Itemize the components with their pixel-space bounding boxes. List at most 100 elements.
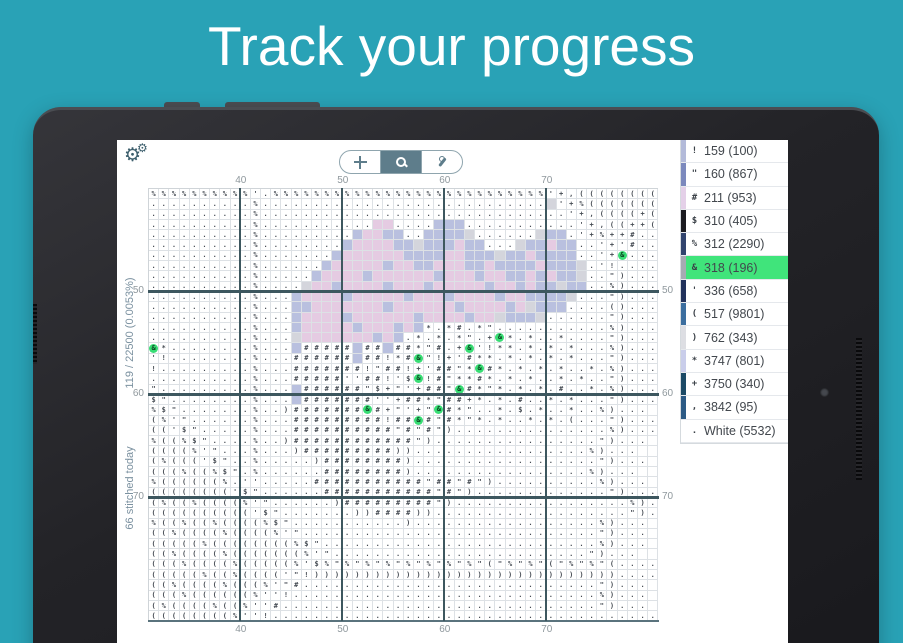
stitch-cell[interactable]: #	[291, 405, 302, 416]
stitch-cell[interactable]: .	[638, 271, 649, 282]
stitch-cell[interactable]: .	[587, 539, 598, 550]
stitch-cell[interactable]: #	[362, 456, 374, 468]
stitch-cell[interactable]: $	[312, 559, 323, 570]
stitch-cell[interactable]	[525, 312, 537, 323]
stitch-cell[interactable]: (	[250, 569, 262, 581]
stitch-cell[interactable]: .	[648, 425, 659, 437]
stitch-cell[interactable]: .	[587, 374, 598, 385]
stitch-cell[interactable]: .	[495, 549, 506, 560]
stitch-cell[interactable]: (	[210, 569, 221, 581]
stitch-cell[interactable]: (	[189, 590, 200, 601]
stitch-cell[interactable]: "	[464, 415, 475, 426]
stitch-cell[interactable]: .	[495, 477, 506, 488]
stitch-cell[interactable]: )	[638, 508, 649, 519]
stitch-cell[interactable]: .	[169, 291, 180, 303]
stitch-cell[interactable]: %	[271, 528, 282, 540]
stitch-cell[interactable]: .	[495, 353, 506, 365]
stitch-cell[interactable]: (	[250, 580, 262, 591]
stitch-cell[interactable]: "	[169, 405, 180, 416]
stitch-cell[interactable]: .	[495, 199, 506, 210]
stitch-cell[interactable]: '	[576, 219, 588, 231]
stitch-cell[interactable]: )	[485, 569, 496, 581]
stitch-cell[interactable]: .	[505, 230, 516, 241]
stitch-cell[interactable]: .	[495, 590, 506, 601]
stitch-cell[interactable]: .	[515, 477, 526, 488]
stitch-cell[interactable]: .	[240, 209, 251, 220]
stitch-cell[interactable]: (	[250, 518, 262, 529]
stitch-cell[interactable]: "	[556, 559, 567, 570]
stitch-cell[interactable]: #	[362, 394, 374, 406]
stitch-cell[interactable]: (	[261, 539, 272, 550]
stitch-cell[interactable]: #	[373, 343, 384, 354]
stitch-cell[interactable]: .	[505, 364, 516, 375]
stitch-cell[interactable]: .	[413, 209, 425, 220]
stitch-cell[interactable]: .	[169, 230, 180, 241]
stitch-cell[interactable]: #	[383, 456, 394, 468]
stitch-cell[interactable]: "	[424, 405, 435, 416]
stitch-cell[interactable]: .	[566, 456, 577, 468]
stitch-cell[interactable]	[495, 261, 506, 272]
stitch-cell[interactable]: .	[220, 261, 231, 272]
stitch-cell[interactable]: '	[393, 374, 404, 385]
stitch-cell[interactable]: .	[240, 364, 251, 375]
stitch-cell[interactable]: .	[464, 425, 475, 437]
stitch-cell[interactable]: (	[261, 549, 272, 560]
stitch-cell[interactable]: .	[587, 394, 598, 406]
stitch-cell[interactable]	[362, 333, 374, 344]
stitch-cell[interactable]	[342, 333, 353, 344]
stitch-cell[interactable]: .	[576, 333, 588, 344]
stitch-cell[interactable]: .	[291, 209, 302, 220]
stitch-cell[interactable]	[383, 322, 394, 334]
stitch-cell[interactable]: %	[627, 497, 638, 509]
stitch-cell[interactable]	[383, 250, 394, 262]
stitch-cell[interactable]: #	[373, 436, 384, 447]
stitch-cell[interactable]: (	[149, 539, 160, 550]
stitch-cell[interactable]: %	[352, 189, 363, 200]
stitch-cell[interactable]: #	[342, 353, 353, 365]
stitch-cell[interactable]: .	[210, 374, 221, 385]
stitch-cell[interactable]: %	[342, 559, 353, 570]
stitch-cell[interactable]: '	[250, 508, 262, 519]
stitch-cell[interactable]: .	[199, 364, 211, 375]
stitch-cell[interactable]: .	[179, 271, 190, 282]
stitch-cell[interactable]: (	[281, 549, 292, 560]
stitch-cell[interactable]: .	[403, 199, 414, 210]
stitch-cell[interactable]: '	[312, 549, 323, 560]
stitch-cell[interactable]: .	[505, 199, 516, 210]
stitch-cell[interactable]	[505, 312, 516, 323]
stitch-cell[interactable]: (	[648, 219, 659, 231]
stitch-cell[interactable]: .	[352, 219, 363, 231]
stitch-cell[interactable]: .	[627, 405, 638, 416]
stitch-cell[interactable]	[556, 240, 567, 251]
stitch-cell[interactable]: .	[322, 508, 333, 519]
stitch-cell[interactable]: #	[373, 456, 384, 468]
stitch-cell[interactable]: .	[240, 240, 251, 251]
stitch-cell[interactable]: .	[271, 271, 282, 282]
stitch-cell[interactable]: .	[261, 425, 272, 437]
stitch-cell[interactable]: )	[607, 600, 618, 612]
stitch-cell[interactable]: .	[210, 209, 221, 220]
stitch-cell[interactable]: .	[322, 580, 333, 591]
stitch-cell[interactable]: (	[210, 497, 221, 509]
stitch-cell[interactable]	[342, 291, 353, 303]
stitch-cell[interactable]: .	[546, 312, 557, 323]
stitch-cell[interactable]: .	[617, 497, 628, 509]
stitch-cell[interactable]: .	[393, 600, 404, 612]
stitch-cell[interactable]: .	[556, 446, 567, 457]
stitch-cell[interactable]: .	[495, 425, 506, 437]
stitch-cell[interactable]: +	[485, 333, 496, 344]
stitch-cell[interactable]: .	[464, 497, 475, 509]
stitch-cell[interactable]: "	[597, 580, 608, 591]
stitch-cell[interactable]: .	[627, 343, 638, 354]
stitch-cell[interactable]: .	[403, 600, 414, 612]
stitch-cell[interactable]: .	[638, 456, 649, 468]
stitch-cell[interactable]: #	[301, 425, 312, 437]
stitch-cell[interactable]: .	[556, 549, 567, 560]
stitch-cell[interactable]: %	[597, 539, 608, 550]
stitch-cell[interactable]: .	[627, 291, 638, 303]
stitch-cell[interactable]	[362, 261, 374, 272]
stitch-cell[interactable]: .	[587, 250, 598, 262]
stitch-cell[interactable]: .	[342, 600, 353, 612]
stitch-cell[interactable]: .	[648, 508, 659, 519]
stitch-cell[interactable]: .	[199, 322, 211, 334]
